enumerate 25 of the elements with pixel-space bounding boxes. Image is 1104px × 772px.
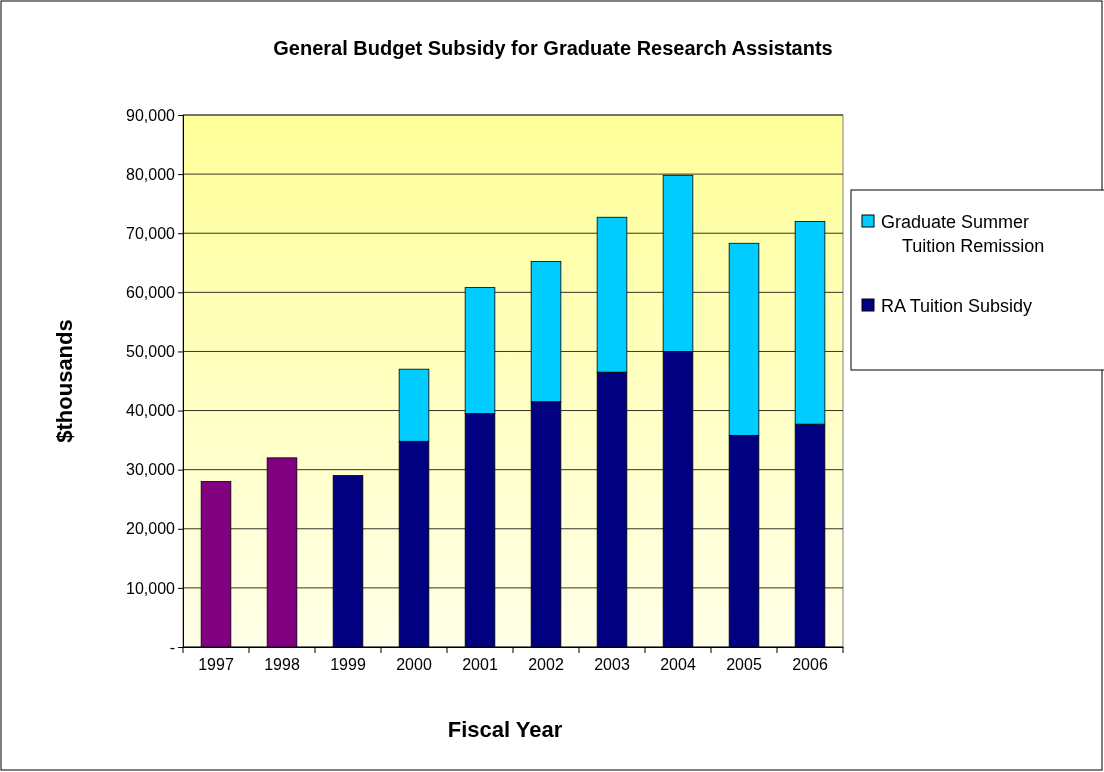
y-axis-title: $thousands	[52, 319, 77, 443]
legend-label: Graduate Summer Tuition Remission	[881, 212, 1045, 256]
x-tick-label: 2003	[594, 656, 630, 674]
x-tick-label: 1998	[264, 656, 300, 674]
y-tick-label: 30,000	[126, 461, 176, 479]
y-tick-label: 20,000	[126, 520, 176, 538]
y-tick-label: 60,000	[126, 283, 176, 301]
y-tick-label: -	[169, 638, 175, 656]
y-tick-label: 90,000	[126, 106, 176, 124]
legend-label: RA Tuition Subsidy	[881, 296, 1033, 316]
x-tick-label: 2000	[396, 656, 432, 674]
y-tick-label: 10,000	[126, 579, 176, 597]
y-tick-label: 40,000	[126, 402, 176, 420]
x-axis-title: Fiscal Year	[447, 717, 563, 742]
x-tick-label: 1997	[198, 656, 234, 674]
y-tick-label: 80,000	[126, 165, 176, 183]
x-tick-label: 1999	[330, 656, 366, 674]
x-tick-label: 2001	[462, 656, 498, 674]
x-tick-label: 2004	[660, 656, 696, 674]
x-tick-label: 2006	[792, 656, 828, 674]
x-tick-label: 2005	[726, 656, 762, 674]
y-tick-label: 50,000	[126, 343, 176, 361]
y-tick-label: 70,000	[126, 224, 176, 242]
x-tick-label: 2002	[528, 656, 564, 674]
chart-title: General Budget Subsidy for Graduate Research Assistants	[273, 37, 833, 59]
